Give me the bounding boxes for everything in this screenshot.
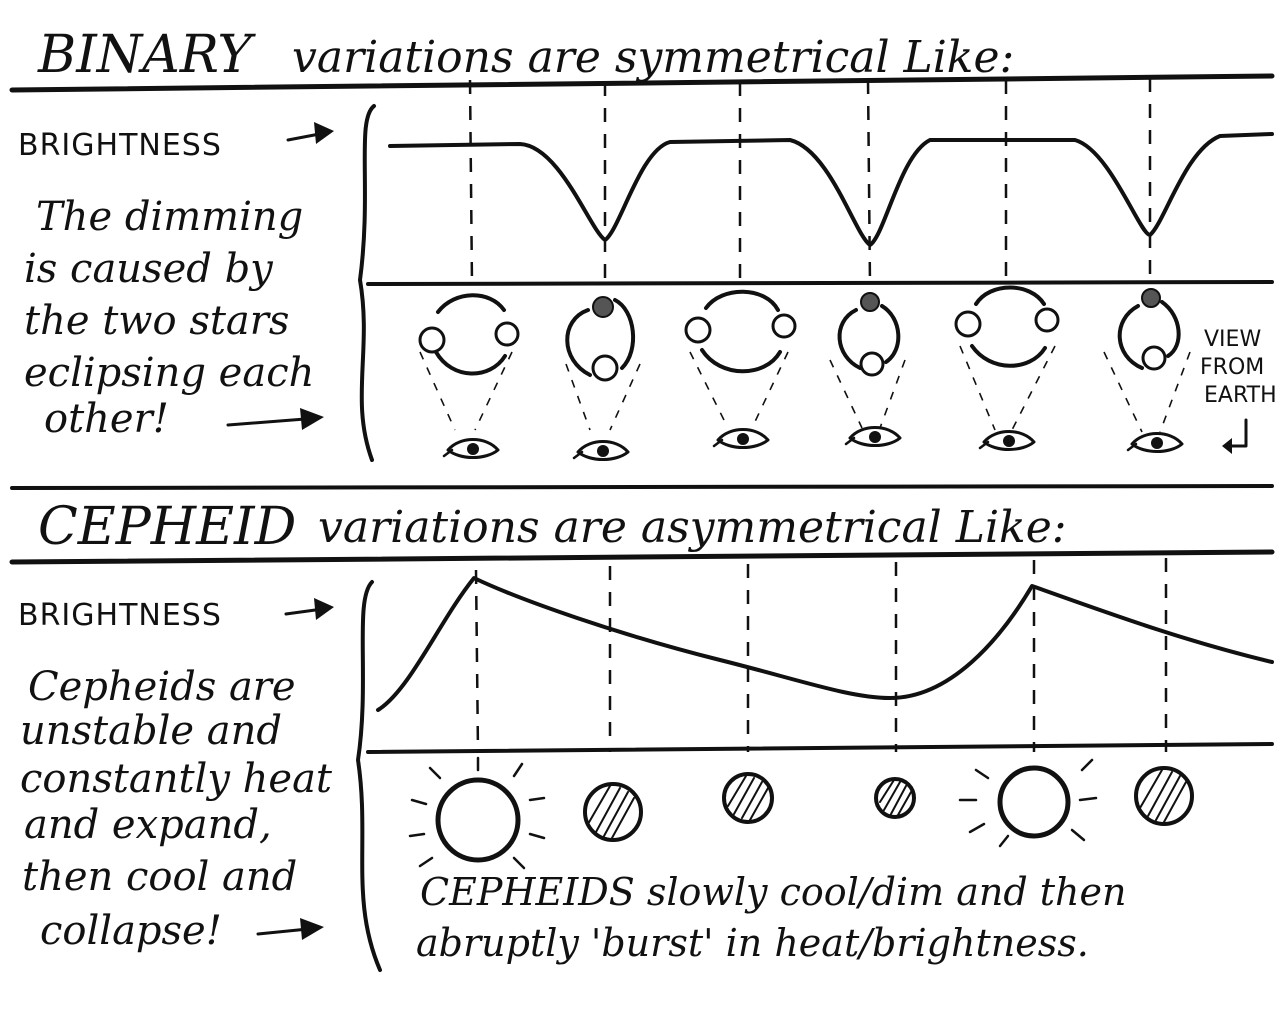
binary-note-line: other! [44, 396, 169, 442]
view-label-line: EARTH [1204, 383, 1277, 408]
binary-sight-lines [419, 345, 1191, 433]
star-icon [592, 296, 614, 318]
star-icon [1141, 345, 1167, 371]
cepheid-note-line: Cepheids are [28, 664, 296, 710]
cepheid-title-rest: variations are asymmetrical Like: [318, 502, 1067, 553]
binary-title-rest: variations are symmetrical Like: [292, 32, 1014, 83]
binary-bottom-rule [10, 484, 1274, 490]
binary-orbit-6 [1117, 288, 1181, 371]
right-arrow-icon [286, 122, 334, 144]
binary-note-line: the two stars [24, 298, 289, 344]
cepheid-top-rule [9, 549, 1275, 565]
star-icon [494, 321, 520, 347]
cepheid-caption-line: abruptly 'burst' in heat/brightness. [416, 921, 1089, 965]
cepheid-caption-line: CEPHEIDS slowly cool/dim and then [420, 870, 1126, 914]
eye-icon [978, 430, 1036, 451]
star-icon [591, 354, 619, 382]
binary-title-word: BINARY [37, 25, 256, 85]
binary-phase-lines [468, 78, 1152, 286]
return-arrow-icon [1222, 418, 1248, 454]
binary-orbit-3 [684, 289, 797, 374]
cepheid-note-line: and expand, [24, 802, 272, 848]
binary-orbit-5 [954, 285, 1060, 368]
cepheid-title-word: CEPHEID [38, 497, 296, 557]
eye-icon [442, 438, 500, 459]
cepheid-note-line: then cool and [22, 854, 297, 900]
star-icon [859, 351, 885, 377]
eye-icon [572, 440, 630, 461]
binary-orbit-1 [418, 293, 520, 376]
star-icon [722, 772, 774, 824]
binary-light-curve [388, 132, 1274, 247]
cepheid-light-curve [376, 576, 1274, 712]
eye-icon [1126, 432, 1184, 453]
star-icon [954, 310, 982, 338]
cepheid-note: Cepheids are unstable and constantly hea… [20, 664, 333, 954]
binary-brace [358, 104, 376, 462]
cepheid-note-line: unstable and [20, 708, 282, 754]
view-label-line: FROM [1200, 355, 1264, 380]
view-label-line: VIEW [1204, 327, 1261, 352]
star-icon [771, 313, 797, 339]
binary-brightness-label: BRIGHTNESS [18, 128, 222, 163]
star-icon [860, 292, 880, 312]
star-icon [1141, 288, 1161, 308]
right-arrow-icon [284, 598, 334, 620]
cepheid-phase-lines [474, 558, 1168, 753]
binary-mid-rule [366, 280, 1274, 286]
star-icon [418, 326, 446, 354]
eye-icon [712, 428, 770, 449]
star-icon [1134, 766, 1194, 826]
binary-orbit-2 [565, 296, 636, 382]
cepheid-brightness-label: BRIGHTNESS [18, 598, 222, 633]
cepheid-section: CEPHEID variations are asymmetrical Like… [9, 497, 1275, 972]
binary-note-line: eclipsing each [24, 350, 314, 396]
cepheid-brace [356, 580, 382, 972]
cepheid-note-line: collapse! [40, 908, 222, 954]
right-arrow-icon [256, 918, 324, 940]
binary-note: The dimming is caused by the two stars e… [24, 194, 314, 442]
star-icon [684, 316, 712, 344]
eye-icon [844, 426, 902, 447]
star-icon [583, 782, 643, 842]
binary-note-line: is caused by [24, 246, 274, 292]
star-icon [408, 756, 546, 870]
star-icon [1034, 307, 1060, 333]
binary-orbit-4 [837, 292, 901, 377]
binary-note-line: The dimming [36, 194, 303, 240]
star-icon [958, 758, 1098, 848]
star-icon [874, 777, 916, 819]
cepheid-note-line: constantly heat [20, 756, 333, 802]
cepheid-mid-rule [366, 742, 1274, 754]
binary-top-rule [9, 73, 1275, 93]
binary-section: BINARY variations are symmetrical Like: … [9, 25, 1277, 490]
right-arrow-icon [226, 408, 324, 430]
